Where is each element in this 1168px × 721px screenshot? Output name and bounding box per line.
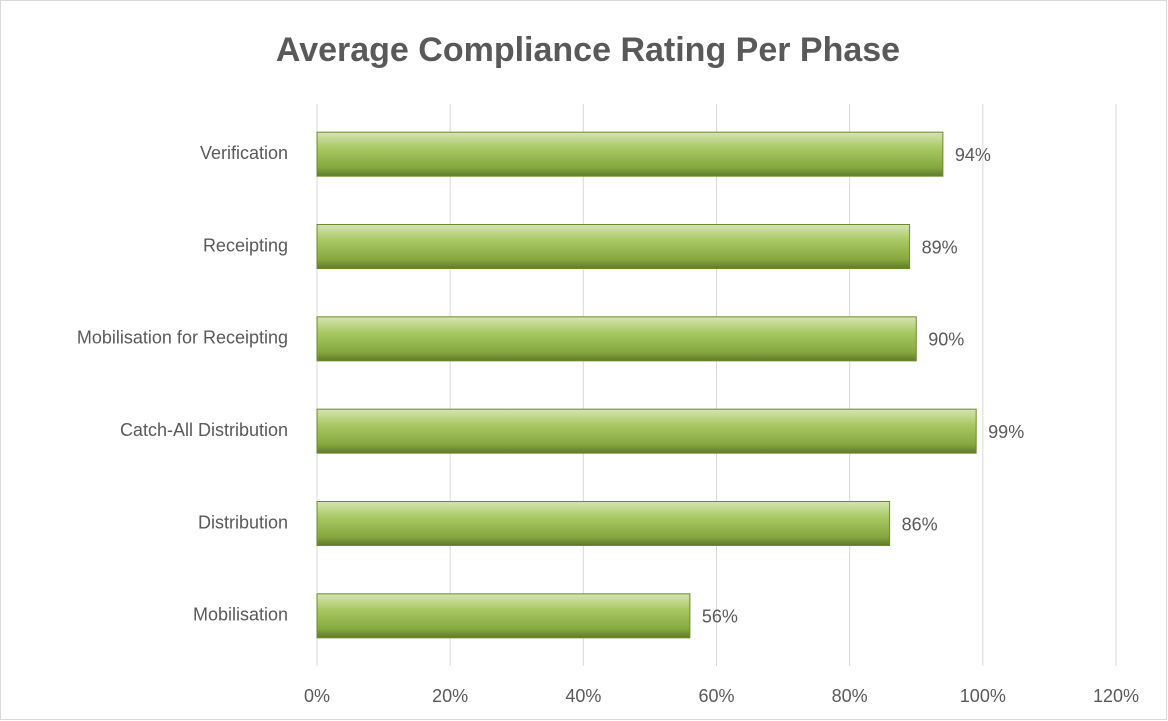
x-tick-label: 60% bbox=[698, 686, 734, 706]
bar bbox=[316, 408, 977, 454]
x-tick-label: 100% bbox=[960, 686, 1006, 706]
y-tick-label: Mobilisation for Receipting bbox=[77, 328, 288, 348]
bar bbox=[316, 131, 944, 177]
y-tick-label: Catch-All Distribution bbox=[120, 420, 288, 440]
data-label: 86% bbox=[902, 514, 938, 534]
data-label: 56% bbox=[702, 607, 738, 627]
data-label: 99% bbox=[988, 422, 1024, 442]
y-tick-label: Mobilisation bbox=[193, 605, 288, 625]
x-tick-label: 20% bbox=[432, 686, 468, 706]
x-tick-label: 80% bbox=[832, 686, 868, 706]
bar bbox=[316, 316, 917, 362]
y-tick-label: Verification bbox=[200, 143, 288, 163]
data-label: 90% bbox=[928, 330, 964, 350]
bar bbox=[316, 224, 911, 269]
data-label: 89% bbox=[922, 237, 958, 257]
bar bbox=[316, 501, 891, 546]
x-tick-label: 120% bbox=[1093, 686, 1139, 706]
bar bbox=[316, 593, 691, 639]
y-tick-label: Receipting bbox=[203, 235, 288, 255]
x-tick-label: 40% bbox=[565, 686, 601, 706]
chart-title: Average Compliance Rating Per Phase bbox=[276, 31, 900, 69]
y-tick-label: Distribution bbox=[198, 512, 288, 532]
x-tick-label: 0% bbox=[304, 686, 330, 706]
data-label: 94% bbox=[955, 145, 991, 165]
